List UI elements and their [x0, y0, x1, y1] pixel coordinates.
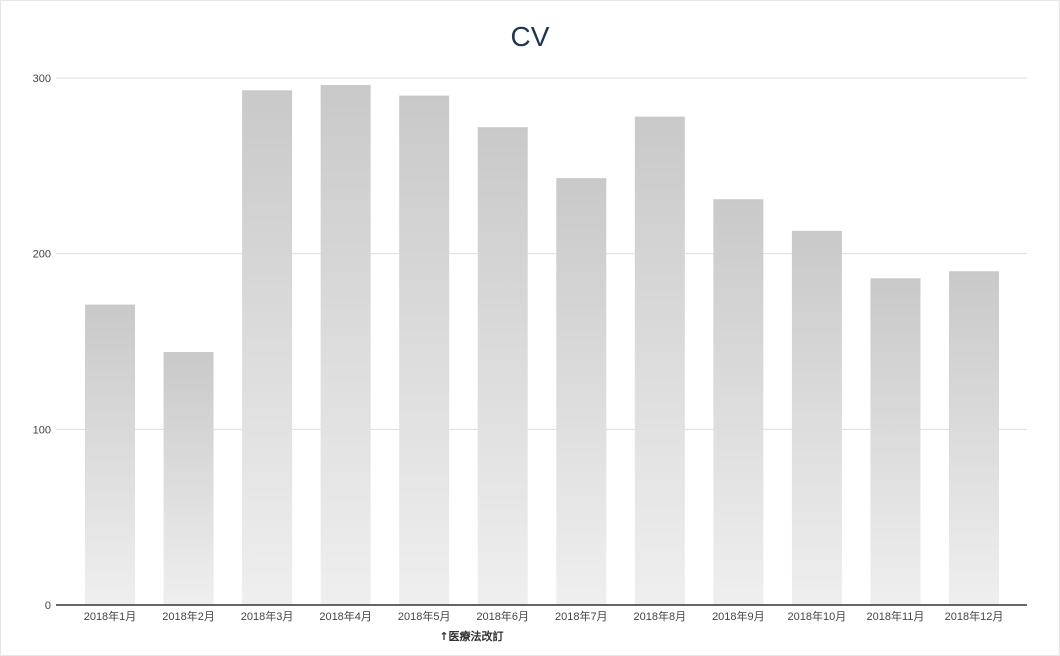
annotations: ↑医療法改訂	[439, 629, 503, 643]
bar-9	[713, 199, 764, 605]
x-tick-label: 2018年5月	[398, 609, 451, 623]
bar-6	[477, 127, 528, 605]
y-tick-label: 200	[33, 249, 51, 261]
bar-5	[399, 95, 450, 606]
y-tick-label: 300	[33, 73, 51, 85]
x-tick-label: 2018年7月	[555, 609, 608, 623]
annotation-label: ↑医療法改訂	[439, 629, 503, 643]
y-tick-label: 100	[33, 424, 51, 436]
x-tick-label: 2018年11月	[867, 609, 925, 623]
x-tick-label: 2018年4月	[319, 609, 372, 623]
x-tick-label: 2018年1月	[84, 609, 137, 623]
bar-11	[870, 278, 921, 605]
x-tick-label: 2018年6月	[476, 609, 529, 623]
x-tick-label: 2018年9月	[712, 609, 765, 623]
bar-7	[556, 178, 607, 605]
bar-10	[791, 230, 842, 605]
y-axis-tick-labels: 0 100 200 300	[33, 73, 51, 612]
x-tick-label: 2018年3月	[241, 609, 294, 623]
x-tick-label: 2018年8月	[634, 609, 687, 623]
x-tick-label: 2018年2月	[162, 609, 215, 623]
x-tick-label: 2018年10月	[788, 609, 847, 623]
bar-1	[85, 304, 135, 605]
bars	[85, 85, 999, 606]
bar-12	[949, 271, 999, 605]
bar-3	[242, 90, 293, 605]
bar-4	[320, 85, 371, 605]
gridlines	[56, 77, 1027, 430]
x-axis-tick-labels: 2018年1月 2018年2月 2018年3月 2018年4月 2018年5月 2018年…	[84, 609, 1004, 623]
y-tick-label: 0	[45, 600, 51, 612]
chart-title: CV	[511, 21, 550, 52]
x-tick-label: 2018年12月	[945, 609, 1004, 623]
bar-2	[163, 352, 214, 605]
bar-8	[634, 116, 685, 605]
